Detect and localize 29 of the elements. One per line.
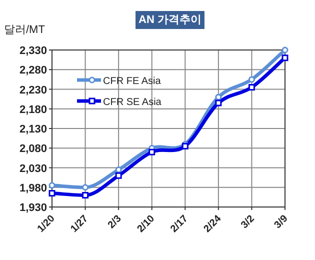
point: [215, 94, 222, 100]
point: [248, 76, 255, 83]
y-tick-label: 2,130: [19, 124, 47, 136]
y-tick-label: 2,280: [19, 64, 47, 77]
legend-label: CFR FE Asia: [103, 76, 162, 87]
point: [48, 182, 56, 189]
point: [82, 184, 89, 191]
point: [115, 172, 122, 179]
y-tick-label: 2,030: [19, 162, 47, 175]
legend-label: CFR SE Asia: [103, 97, 162, 108]
x-tick-label: 2/3: [106, 213, 124, 231]
point: [82, 192, 89, 198]
chart-title: AN 가격추이: [138, 14, 202, 26]
point: [215, 100, 222, 106]
y-tick-label: 1,930: [19, 202, 47, 214]
x-tick-label: 3/9: [272, 213, 290, 231]
y-axis-title: 달러/MT: [4, 24, 46, 36]
x-tick-label: 3/2: [239, 213, 258, 231]
point: [282, 46, 288, 54]
y-tick-label: 2,080: [19, 143, 47, 156]
y-tick-label: 2,230: [19, 84, 47, 96]
y-tick-label: 2,330: [19, 45, 47, 57]
y-tick-label: 1,980: [19, 182, 47, 194]
point: [248, 84, 255, 91]
point: [48, 190, 56, 197]
point: [148, 148, 156, 156]
y-tick-label: 2,180: [19, 104, 47, 116]
point: [282, 54, 288, 62]
point: [115, 166, 122, 173]
